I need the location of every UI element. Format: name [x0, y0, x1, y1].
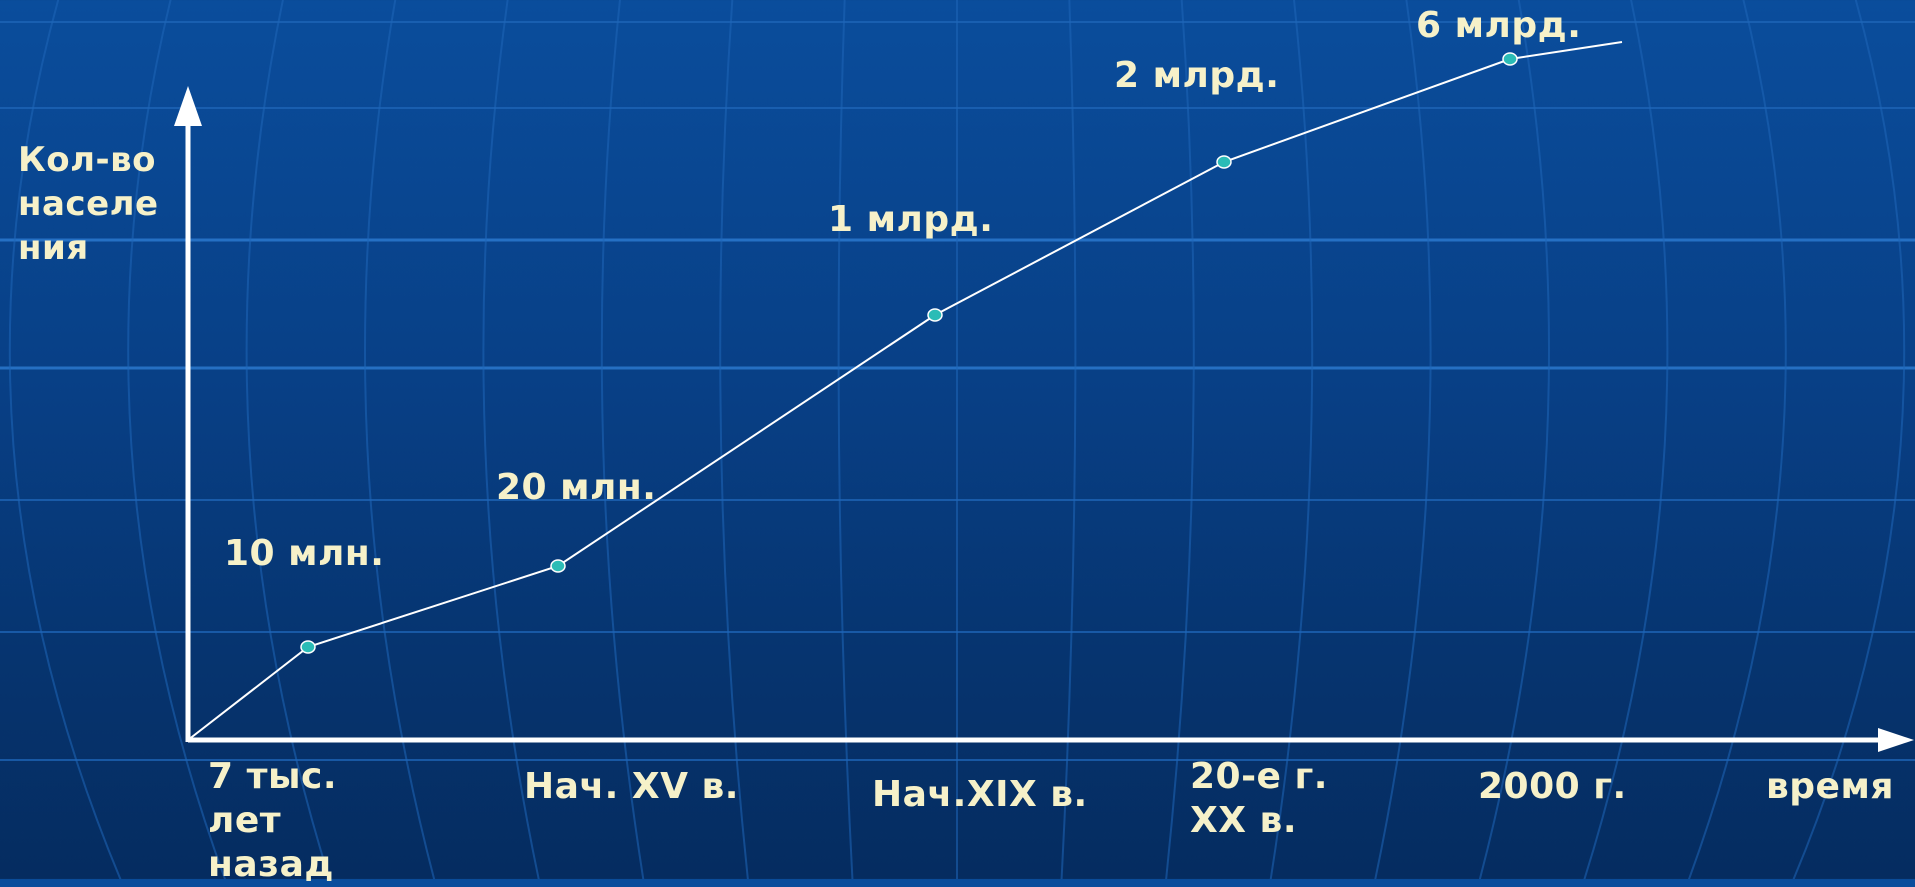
grid-meridian-line	[8, 0, 122, 879]
population-series-line	[187, 41, 1623, 741]
grid-meridian-line	[1374, 0, 1432, 879]
data-label-1: 10 млн.	[224, 533, 385, 574]
grid-meridian-line	[127, 0, 227, 879]
series-layer	[187, 41, 1623, 741]
y-axis-label: Кол-во населе ния	[18, 140, 159, 268]
y-axis-arrow	[174, 86, 202, 126]
grid-meridian-line	[364, 0, 436, 879]
grid-meridian-line	[482, 0, 540, 879]
grid-meridian-line	[600, 0, 645, 879]
x-tick-label-3: Нач.XIX в.	[872, 774, 1088, 815]
data-point-3	[927, 308, 943, 322]
data-point-2	[550, 559, 566, 573]
grid-meridian-line	[245, 0, 331, 879]
grid-meridian-line	[1583, 0, 1669, 879]
x-axis-arrow	[1878, 728, 1914, 752]
grid-meridian-line	[1060, 0, 1077, 879]
data-point-4	[1216, 155, 1232, 169]
x-axis-label: время	[1766, 766, 1895, 807]
data-point-1	[300, 640, 316, 654]
x-tick-label-2: Нач. XV в.	[524, 766, 739, 807]
x-tick-label-1: 7 тыс. лет назад	[208, 756, 338, 885]
data-label-2: 20 млн.	[496, 467, 657, 508]
grid-meridian-line	[1165, 0, 1195, 879]
data-point-5	[1502, 52, 1518, 66]
grid-meridian-line	[837, 0, 854, 879]
grid-meridian-line	[1687, 0, 1787, 879]
data-label-5: 6 млрд.	[1416, 5, 1582, 46]
grid-meridian-line	[1269, 0, 1314, 879]
grid-meridian-line	[1792, 0, 1906, 879]
data-label-3: 1 млрд.	[828, 199, 994, 240]
data-label-4: 2 млрд.	[1114, 55, 1280, 96]
grid-meridian-line	[1478, 0, 1550, 879]
grid-meridian-line	[719, 0, 749, 879]
x-tick-label-4: 20-е г. XX в.	[1190, 756, 1328, 841]
x-tick-label-5: 2000 г.	[1478, 766, 1627, 807]
